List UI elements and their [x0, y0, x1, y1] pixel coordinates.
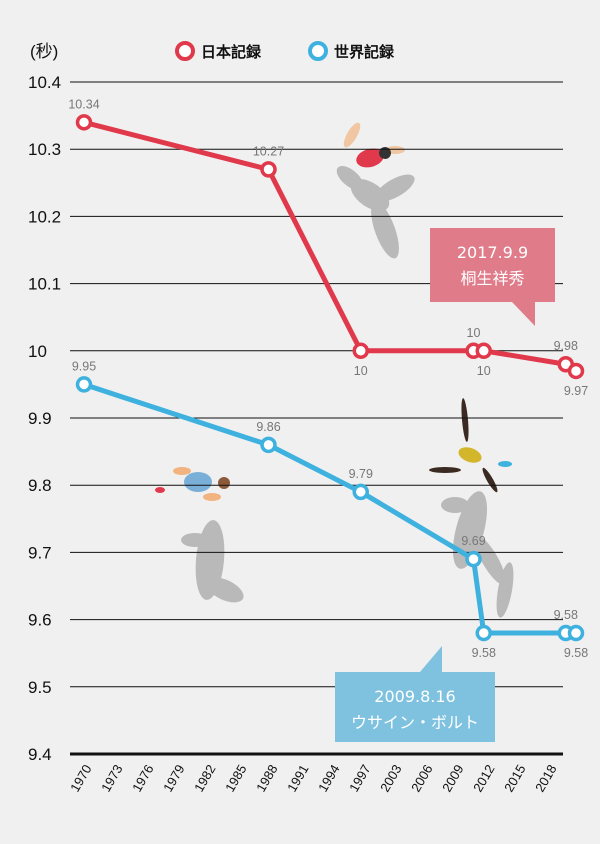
runner-figure [482, 467, 498, 493]
runner-figure [203, 493, 221, 501]
data-label: 10.27 [253, 144, 284, 158]
runner-figure [184, 472, 212, 492]
runner-shadow [474, 535, 506, 585]
data-label: 9.86 [256, 420, 280, 434]
data-label: 9.69 [461, 534, 485, 548]
runner-shadow [441, 497, 469, 513]
runner-figure [356, 148, 384, 168]
callout-date: 2017.9.9 [457, 243, 528, 262]
x-tick-label: 1979 [160, 762, 187, 795]
runner-figure [155, 487, 165, 493]
runner-shadow [336, 166, 364, 190]
data-point [475, 624, 492, 642]
x-tick-label: 1970 [67, 762, 94, 795]
callout-box [430, 228, 555, 302]
callout-pointer [420, 646, 442, 672]
x-tick-label: 2003 [377, 762, 404, 795]
callout-pointer [512, 302, 535, 326]
runner-shadow [371, 201, 399, 259]
x-tick-label: 1976 [129, 762, 156, 795]
runner-shadow [496, 562, 514, 618]
x-tick-label: 1991 [284, 762, 311, 795]
runner-figure [429, 467, 461, 473]
x-tick-label: 1988 [253, 762, 280, 795]
runner-figure [498, 461, 512, 467]
runner-figure [379, 147, 391, 159]
data-label: 9.58 [472, 646, 496, 660]
y-axis: 10.4 10.3 10.2 10.1 10 9.9 9.8 9.7 9.6 9.5 9.4 [28, 73, 61, 764]
x-axis: 1970 1973 1976 1979 1982 1985 1988 1991 1994 1997… [67, 762, 559, 795]
legend-label: 日本記録 [201, 43, 262, 61]
y-tick-label: 10.1 [28, 275, 61, 294]
y-tick-label: 9.6 [28, 611, 52, 630]
y-tick-label: 10.4 [28, 73, 61, 92]
legend-marker [175, 41, 195, 61]
data-point [567, 624, 585, 642]
runner-figure [218, 477, 230, 489]
data-point [465, 550, 482, 568]
data-point [475, 342, 492, 360]
data-point [352, 483, 369, 501]
x-tick-label: 1973 [98, 762, 125, 795]
y-tick-label: 10.2 [28, 207, 61, 226]
runner-figure [458, 447, 482, 463]
data-label: 10 [354, 364, 368, 378]
x-tick-label: 1985 [222, 762, 249, 795]
callouts: 2017.9.9 桐生祥秀 2009.8.16 ウサイン・ボルト [335, 228, 555, 742]
y-tick-label: 9.4 [28, 745, 52, 764]
y-unit-label: (秒) [30, 42, 58, 61]
data-point [260, 436, 277, 454]
callout-box [335, 672, 495, 742]
callout-date: 2009.8.16 [374, 687, 455, 706]
legend-marker [308, 41, 328, 61]
data-point [567, 362, 585, 380]
runner-shadow [206, 577, 244, 603]
y-tick-label: 9.8 [28, 476, 52, 495]
x-tick-label: 1994 [315, 762, 342, 795]
y-tick-label: 10 [28, 342, 47, 361]
runner-figure [343, 122, 361, 148]
data-label: 9.58 [554, 608, 578, 622]
callout-name: 桐生祥秀 [460, 269, 524, 288]
data-point [75, 376, 93, 393]
x-tick-label: 2012 [470, 762, 497, 795]
runner-shadow [181, 533, 209, 547]
x-tick-label: 2006 [408, 762, 435, 795]
data-point [352, 342, 369, 360]
data-label: 9.79 [349, 467, 373, 481]
data-label: 9.97 [564, 384, 588, 398]
y-tick-label: 10.3 [28, 140, 61, 159]
data-point [75, 114, 93, 131]
legend-label: 世界記録 [334, 43, 395, 61]
y-tick-label: 9.9 [28, 409, 52, 428]
y-tick-label: 9.5 [28, 678, 52, 697]
data-label: 9.58 [564, 646, 588, 660]
x-tick-label: 1982 [191, 762, 218, 795]
data-label: 9.98 [554, 339, 578, 353]
x-tick-label: 2009 [439, 762, 466, 795]
runner-figure [461, 398, 469, 442]
series-lines: 10.34 10.27 10 10 10 9.98 9.97 9.95 9.86 9.79 9.69… [68, 97, 588, 660]
runner-shadow [375, 174, 415, 202]
data-label: 10 [477, 364, 491, 378]
runner-figure [173, 467, 191, 475]
x-tick-label: 2018 [532, 762, 559, 795]
y-tick-label: 9.7 [28, 543, 52, 562]
data-label: 10 [467, 326, 481, 340]
data-point [260, 161, 277, 178]
data-label: 10.34 [68, 97, 99, 111]
legend: 日本記録 世界記録 [175, 41, 395, 61]
x-tick-label: 1997 [346, 762, 373, 795]
data-label: 9.95 [72, 359, 96, 373]
x-tick-label: 2015 [501, 762, 528, 795]
runner-illustrations [155, 122, 514, 618]
callout-name: ウサイン・ボルト [351, 713, 479, 732]
